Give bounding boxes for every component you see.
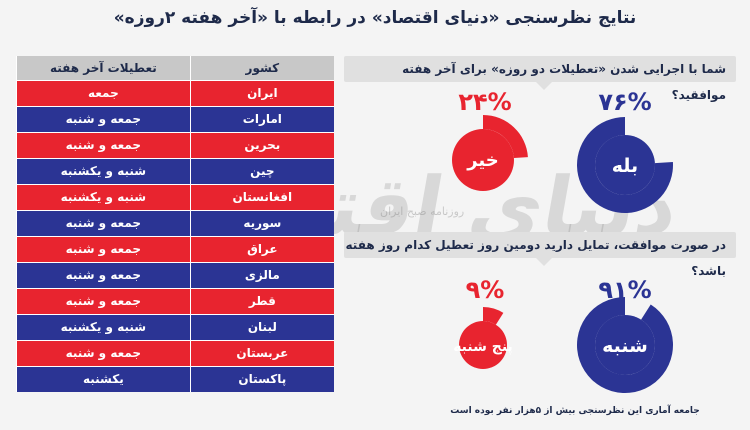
pie2-pct-thu: ۹% — [465, 276, 505, 304]
pie1-slice-no — [483, 115, 528, 159]
weekend-cell: شنبه و یکشنبه — [16, 157, 191, 184]
weekend-cell: جمعه و شنبه — [16, 105, 191, 132]
country-cell: عربستان — [189, 339, 334, 366]
pie2-center-sat — [595, 315, 655, 375]
question-1-banner: شما با اجرایی شدن «تعطیلات دو روزه» برای… — [344, 56, 736, 102]
weekend-table: کشور تعطیلات آخر هفته ایران جمعه امارات جمع… — [16, 56, 334, 392]
weekend-cell: شنبه و یکشنبه — [16, 313, 191, 340]
country-cell: افغانستان — [189, 183, 334, 210]
country-cell: مالزی — [189, 261, 334, 288]
pie2-center-thu — [459, 321, 507, 369]
country-cell: قطر — [189, 287, 334, 314]
table-row: عراق جمعه و شنبه — [16, 235, 334, 262]
pie1-label-small: خیر — [466, 150, 499, 171]
weekend-cell: جمعه و شنبه — [16, 261, 191, 288]
table-header-row: کشور تعطیلات آخر هفته — [16, 56, 334, 80]
pie1-slice-yes — [577, 117, 673, 213]
table-row: پاکستان یکشنبه — [16, 365, 334, 392]
country-cell: امارات — [189, 105, 334, 132]
question-2-pointer — [536, 258, 552, 266]
weekend-cell: شنبه و یکشنبه — [16, 183, 191, 210]
pie2-label-big: شنبه — [602, 335, 648, 357]
page-title: نتایج نظرسنجی «دنیای اقتصاد» در رابطه با… — [113, 8, 637, 28]
table-row: افغانستان شنبه و یکشنبه — [16, 183, 334, 210]
weekend-cell: جمعه و شنبه — [16, 339, 191, 366]
country-cell: پاکستان — [189, 365, 334, 392]
question-2-banner: در صورت موافقت، تمایل دارید دومین روز تع… — [344, 232, 736, 278]
country-cell: چین — [189, 157, 334, 184]
weekend-cell: جمعه و شنبه — [16, 287, 191, 314]
question-1-pointer — [536, 82, 552, 90]
table-row: مالزی جمعه و شنبه — [16, 261, 334, 288]
table-row: بحرین جمعه و شنبه — [16, 131, 334, 158]
table-row: چین شنبه و یکشنبه — [16, 157, 334, 184]
country-cell: لبنان — [189, 313, 334, 340]
weekend-cell: یکشنبه — [16, 365, 191, 392]
weekend-cell: جمعه و شنبه — [16, 209, 191, 236]
pie1-label-big: بله — [612, 155, 638, 177]
country-cell: ایران — [189, 79, 334, 106]
weekend-cell: جمعه — [16, 79, 191, 106]
table-row: ایران جمعه — [16, 79, 334, 106]
country-cell: سوریه — [189, 209, 334, 236]
pie2-slice-thu — [483, 307, 504, 325]
header-country: کشور — [189, 56, 334, 80]
country-cell: عراق — [189, 235, 334, 262]
table-row: عربستان جمعه و شنبه — [16, 339, 334, 366]
country-cell: بحرین — [189, 131, 334, 158]
table-row: لبنان شنبه و یکشنبه — [16, 313, 334, 340]
table-row: قطر جمعه و شنبه — [16, 287, 334, 314]
pie1-pct-yes: ۷۶% — [598, 88, 652, 116]
header-weekend: تعطیلات آخر هفته — [16, 56, 191, 80]
pie2-slice-sat — [577, 297, 674, 393]
watermark-subtitle: روزنامه صبح ایران — [380, 205, 465, 218]
pie1-pct-no: ۲۴% — [458, 88, 512, 116]
table-row: امارات جمعه و شنبه — [16, 105, 334, 132]
weekend-cell: جمعه و شنبه — [16, 235, 191, 262]
pie2-label-small: پنج شنبه — [453, 339, 513, 355]
pie1-center-no — [452, 129, 514, 191]
pie1-center-yes — [595, 135, 655, 195]
table-row: سوریه جمعه و شنبه — [16, 209, 334, 236]
weekend-cell: جمعه و شنبه — [16, 131, 191, 158]
footnote: جامعه آماری این نظرسنجی بیش از ۵هزار نفر… — [450, 406, 700, 416]
